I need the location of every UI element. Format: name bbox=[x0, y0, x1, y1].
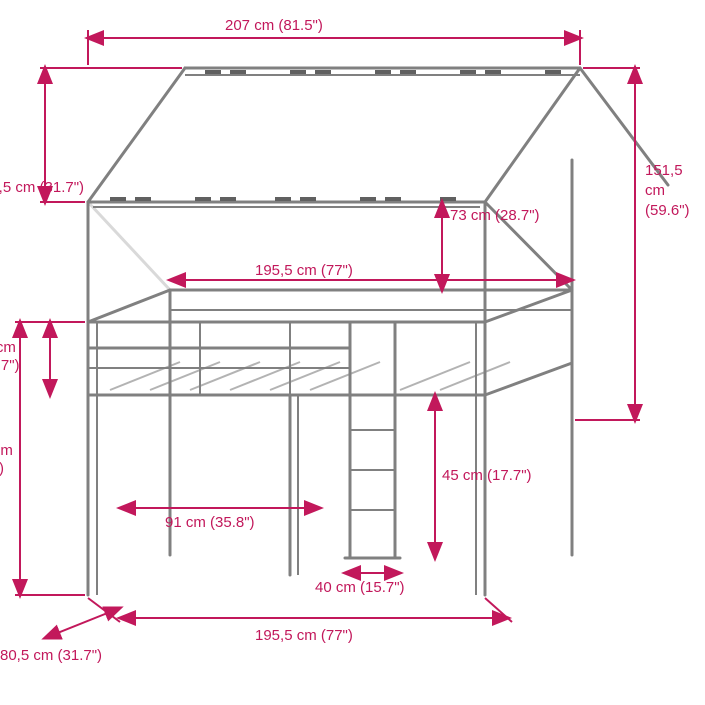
dim-lth-b: (35") bbox=[0, 460, 4, 477]
dim-total-h-a: 151,5 bbox=[645, 162, 683, 179]
dim-roof-right: 73 cm (28.7") bbox=[450, 207, 540, 224]
dim-top-width: 207 cm (81.5") bbox=[225, 17, 323, 34]
dim-under-left: 91 cm (35.8") bbox=[165, 514, 255, 531]
dim-bottom-width: 195,5 cm (77") bbox=[255, 627, 353, 644]
dim-railh-b: (28.7") bbox=[0, 357, 20, 374]
dim-roof-left: 80,5 cm (31.7") bbox=[0, 179, 84, 196]
dim-lth-a: 89 cm bbox=[0, 442, 13, 459]
dim-total-h-c: (59.6") bbox=[645, 202, 690, 219]
dim-total-h-b: cm bbox=[645, 182, 665, 199]
bed-dimension-diagram: 207 cm (81.5") 80,5 cm (31.7") 73 cm (28… bbox=[0, 0, 705, 705]
dim-ladder-h: 45 cm (17.7") bbox=[442, 467, 532, 484]
dim-rail-width: 195,5 cm (77") bbox=[255, 262, 353, 279]
dim-depth: 80,5 cm (31.7") bbox=[0, 647, 102, 664]
dim-railh-a: 73 cm bbox=[0, 339, 16, 356]
dimensions: 207 cm (81.5") 80,5 cm (31.7") 73 cm (28… bbox=[0, 17, 690, 664]
dim-ladder-w: 40 cm (15.7") bbox=[315, 579, 405, 596]
